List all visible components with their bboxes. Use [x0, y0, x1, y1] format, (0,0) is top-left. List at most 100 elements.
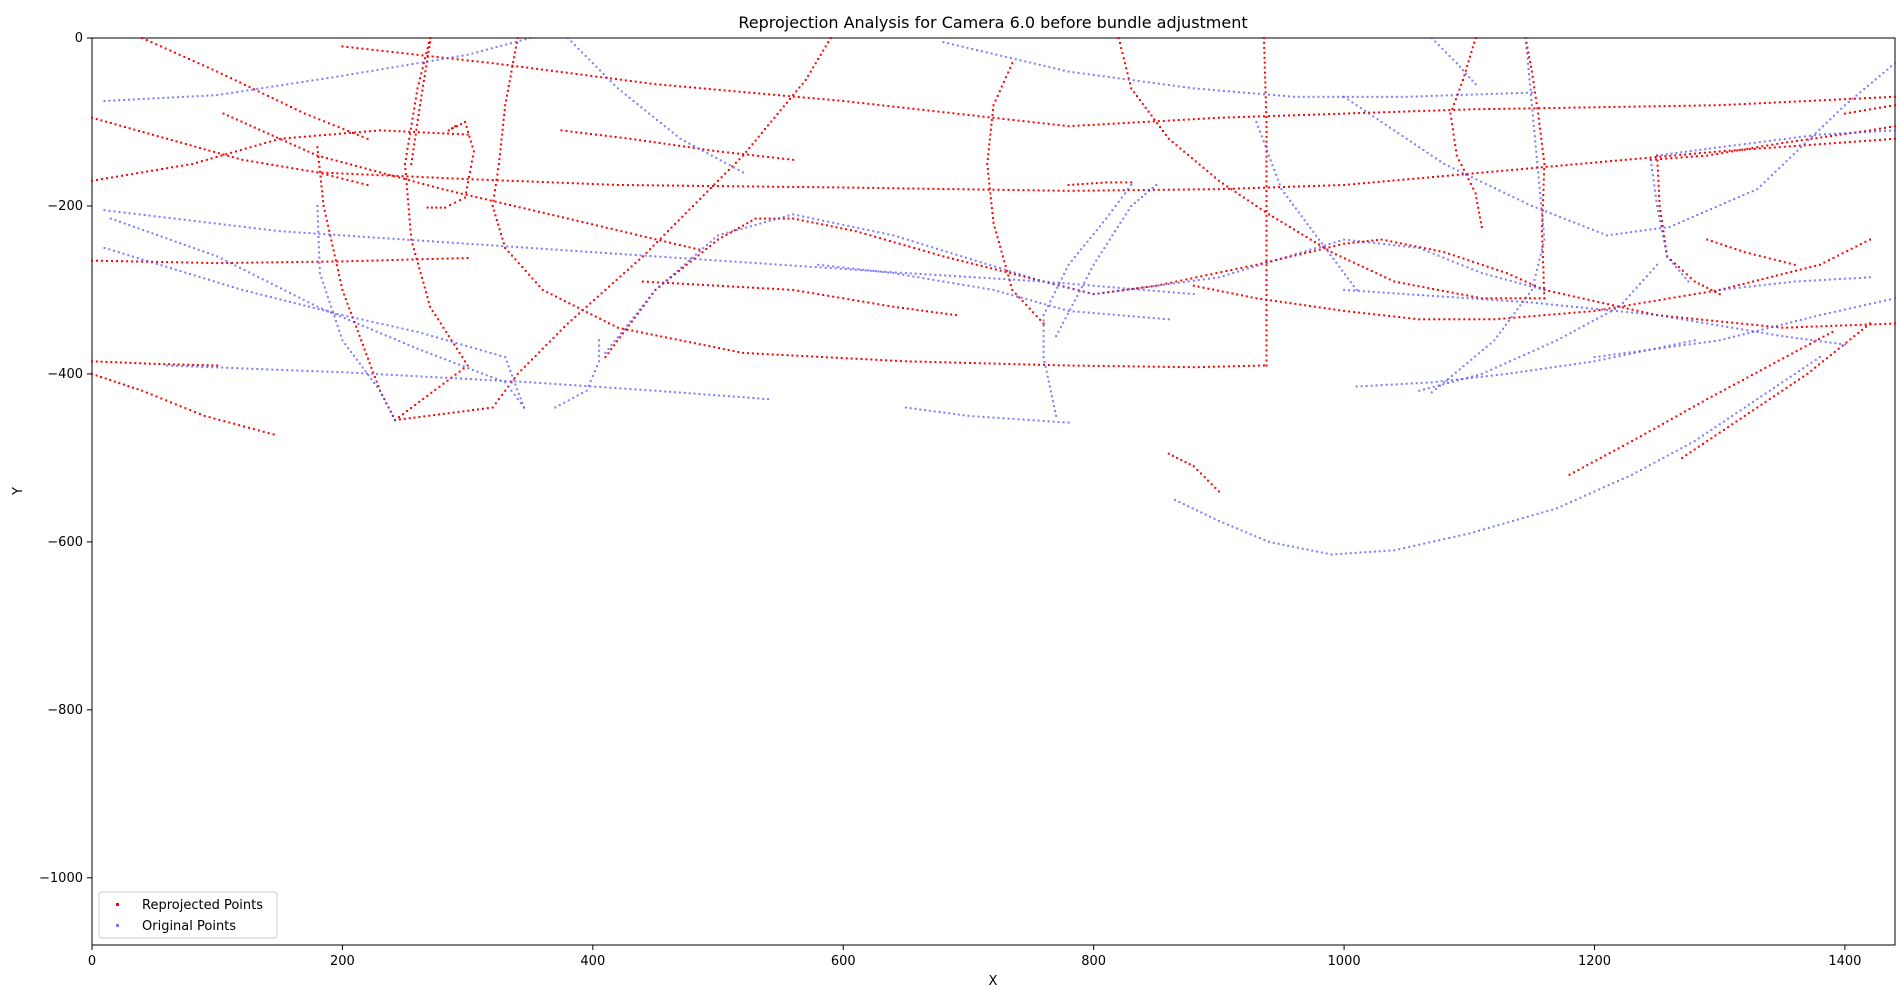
original-point — [1392, 292, 1395, 295]
original-point — [1083, 244, 1086, 247]
reprojected-point — [1333, 245, 1336, 248]
reprojected-point — [1353, 311, 1356, 314]
original-point — [1434, 40, 1437, 43]
original-point — [253, 227, 256, 230]
reprojected-point — [792, 158, 795, 161]
original-point — [1537, 263, 1540, 266]
reprojected-point — [950, 313, 953, 316]
original-point — [598, 360, 601, 363]
reprojected-point — [777, 185, 780, 188]
reprojected-point — [1786, 326, 1789, 329]
original-point — [587, 384, 590, 387]
reprojected-point — [1741, 148, 1744, 151]
original-point — [1037, 279, 1040, 282]
reprojected-point — [1023, 363, 1026, 366]
original-point — [1569, 363, 1572, 366]
original-point — [867, 269, 870, 272]
original-point — [754, 223, 757, 226]
reprojected-point — [1376, 239, 1378, 242]
original-point — [1437, 384, 1440, 387]
original-point — [1571, 305, 1573, 308]
reprojected-point — [462, 367, 465, 370]
original-point — [1301, 547, 1304, 550]
reprojected-point — [438, 413, 440, 416]
original-point — [136, 257, 139, 260]
original-point — [1537, 171, 1540, 174]
original-point — [1496, 299, 1499, 302]
reprojected-point — [1597, 301, 1600, 303]
original-point — [1332, 95, 1335, 98]
reprojected-point — [1461, 173, 1464, 176]
reprojected-point — [1822, 360, 1824, 363]
original-point — [367, 236, 370, 239]
original-point — [1108, 238, 1111, 241]
reprojected-point — [757, 287, 760, 289]
original-point — [1062, 421, 1065, 424]
reprojected-point — [432, 131, 435, 134]
original-point — [350, 351, 353, 353]
reprojected-point — [872, 186, 875, 189]
reprojected-point — [1516, 168, 1519, 171]
reprojected-point — [346, 260, 349, 263]
reprojected-point — [1265, 175, 1268, 178]
reprojected-point — [1733, 103, 1736, 106]
reprojected-point — [338, 132, 341, 135]
original-point — [273, 229, 276, 232]
reprojected-point — [344, 298, 347, 301]
reprojected-point — [516, 372, 519, 375]
reprojected-point — [514, 46, 517, 49]
reprojected-point — [436, 186, 439, 189]
original-point — [1490, 92, 1493, 95]
original-point — [1838, 132, 1841, 135]
reprojected-point — [1022, 189, 1025, 192]
reprojected-point — [636, 330, 639, 333]
original-point — [193, 247, 196, 250]
original-point — [1639, 229, 1642, 232]
original-point — [937, 279, 940, 282]
original-point — [1333, 241, 1336, 244]
original-point — [1638, 350, 1641, 353]
reprojected-point — [842, 186, 845, 189]
reprojected-point — [1799, 268, 1802, 271]
reprojected-point — [742, 286, 745, 289]
reprojected-point — [369, 168, 372, 171]
original-point — [1013, 271, 1016, 274]
original-point — [1067, 282, 1070, 285]
reprojected-point — [1003, 260, 1006, 263]
original-point — [1207, 277, 1210, 280]
original-point — [1008, 278, 1011, 281]
original-point — [1387, 291, 1390, 294]
reprojected-point — [566, 217, 569, 220]
original-point — [1456, 379, 1459, 382]
reprojected-point — [1681, 456, 1684, 459]
reprojected-point — [1265, 349, 1268, 352]
reprojected-point — [1675, 415, 1678, 418]
original-point — [318, 272, 321, 275]
reprojected-point — [590, 133, 592, 135]
reprojected-point — [335, 264, 338, 267]
reprojected-point — [528, 208, 531, 211]
reprojected-point — [1702, 442, 1704, 445]
reprojected-point — [639, 139, 642, 142]
reprojected-point — [523, 365, 526, 368]
original-point — [307, 301, 310, 304]
original-point — [1859, 91, 1862, 94]
original-point — [231, 286, 234, 288]
original-point — [1475, 376, 1478, 379]
reprojected-point — [1397, 179, 1400, 182]
reprojected-point — [855, 357, 858, 360]
original-point — [1874, 78, 1877, 81]
reprojected-point — [437, 318, 440, 321]
original-point — [684, 140, 686, 143]
original-point — [435, 376, 438, 379]
reprojected-point — [847, 186, 850, 189]
reprojected-point — [445, 330, 448, 333]
reprojected-point — [1338, 184, 1341, 187]
original-point — [1520, 370, 1523, 373]
original-point — [1117, 77, 1120, 80]
reprojected-point — [641, 184, 644, 187]
original-point — [912, 275, 915, 278]
original-point — [942, 41, 945, 44]
reprojected-point — [966, 261, 969, 264]
reprojected-point — [416, 87, 419, 90]
